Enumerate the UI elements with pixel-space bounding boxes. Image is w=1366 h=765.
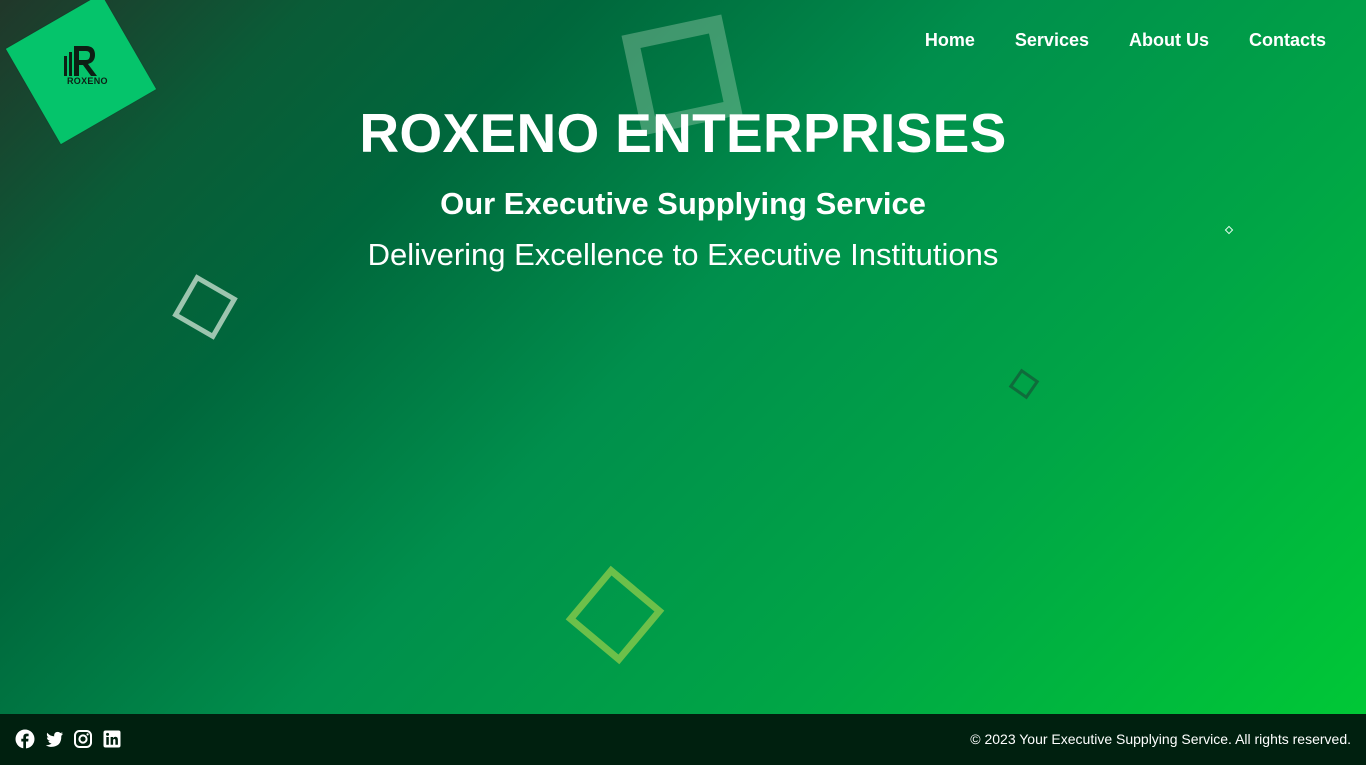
main-nav: Home Services About Us Contacts	[925, 30, 1326, 51]
linkedin-icon[interactable]	[102, 729, 122, 749]
footer: © 2023 Your Executive Supplying Service.…	[0, 714, 1366, 765]
instagram-icon[interactable]	[73, 729, 93, 749]
logo-icon	[64, 46, 97, 76]
nav-about-us[interactable]: About Us	[1128, 30, 1209, 50]
tagline: Delivering Excellence to Executive Insti…	[367, 237, 999, 272]
copyright-text: © 2023 Your Executive Supplying Service.…	[970, 731, 1351, 747]
page-title: ROXENO ENTERPRISES	[359, 102, 1007, 164]
decorative-square	[1008, 368, 1040, 400]
decorative-square	[565, 565, 665, 665]
decorative-square	[172, 274, 238, 340]
decorative-square	[1224, 225, 1234, 235]
social-links	[15, 729, 122, 749]
hero-section: ROXENO Home Services About Us Contacts R…	[0, 0, 1366, 714]
logo-text: ROXENO	[67, 76, 108, 86]
twitter-icon[interactable]	[44, 729, 64, 749]
page-subtitle: Our Executive Supplying Service	[440, 186, 926, 221]
nav-home[interactable]: Home	[924, 30, 975, 50]
nav-contacts[interactable]: Contacts	[1248, 30, 1326, 50]
facebook-icon[interactable]	[15, 729, 35, 749]
nav-services[interactable]: Services	[1014, 30, 1089, 50]
